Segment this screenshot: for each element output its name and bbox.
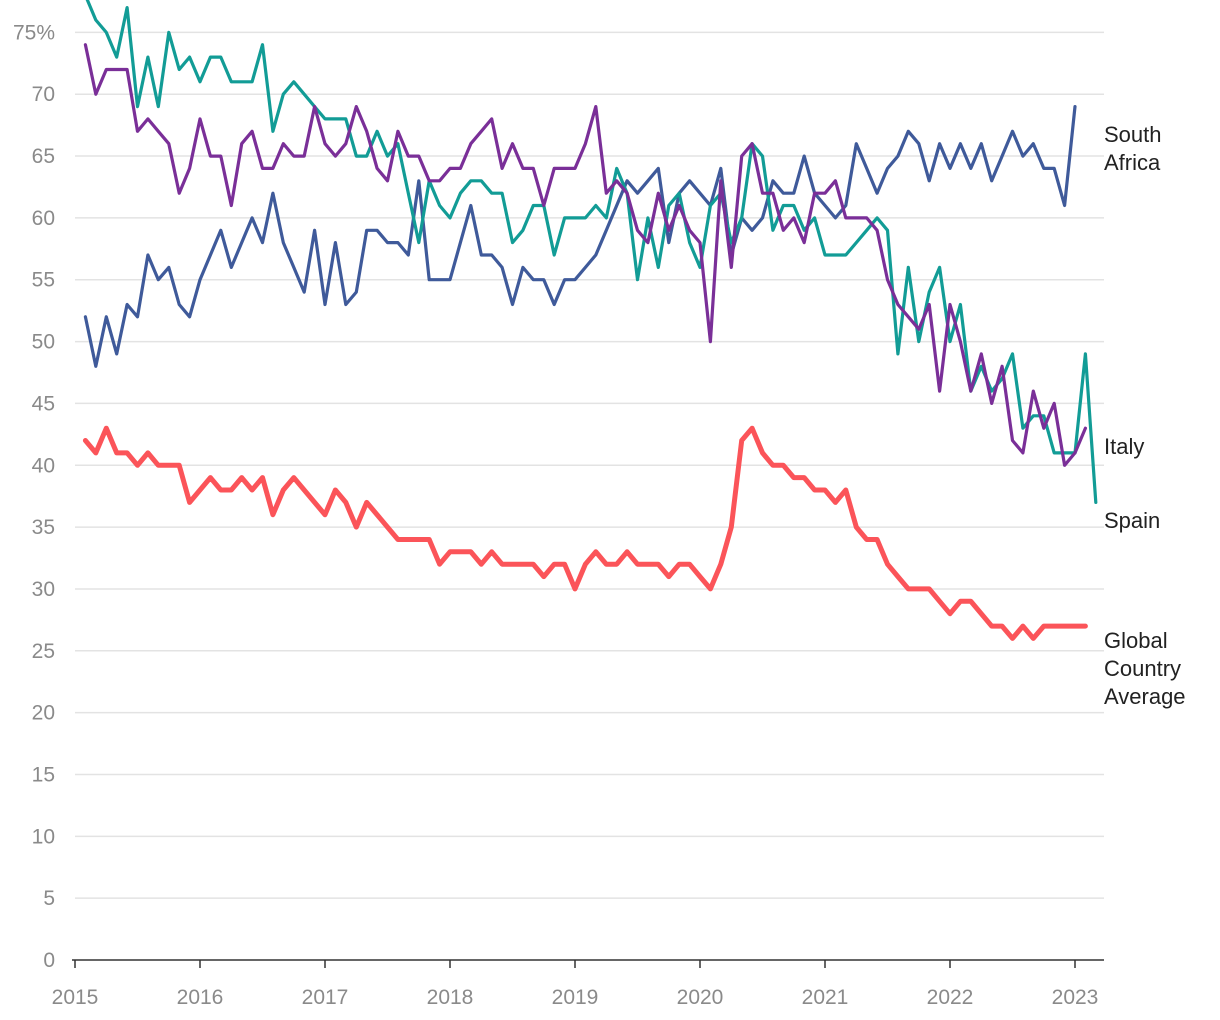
y-tick-label: 45 <box>32 392 55 415</box>
y-tick-label: 50 <box>32 331 55 354</box>
series-label-spain: Spain <box>1104 508 1160 533</box>
series-label-italy: Italy <box>1104 434 1144 459</box>
x-tick-label: 2022 <box>927 986 974 1009</box>
y-tick-label: 5 <box>43 887 55 910</box>
x-tick-label: 2019 <box>552 986 599 1009</box>
y-tick-label: 20 <box>32 702 55 725</box>
x-tick-label: 2023 <box>1052 986 1099 1009</box>
y-tick-label: 65 <box>32 145 55 168</box>
y-tick-label: 35 <box>32 516 55 539</box>
x-tick-label: 2016 <box>177 986 224 1009</box>
y-tick-label: 75% <box>13 21 55 44</box>
y-tick-label: 55 <box>32 269 55 292</box>
y-tick-label: 40 <box>32 454 55 477</box>
x-tick-label: 2015 <box>52 986 99 1009</box>
series-label-south-africa: South Africa <box>1104 122 1162 175</box>
series-labels: South Africa Spain Italy Global Country Averag… <box>1104 122 1186 709</box>
y-tick-label: 30 <box>32 578 55 601</box>
x-tick-label: 2020 <box>677 986 724 1009</box>
y-tick-label: 25 <box>32 640 55 663</box>
y-tick-label: 15 <box>32 763 55 786</box>
series-line-global-country-average <box>82 425 1088 641</box>
x-tick-label: 2021 <box>802 986 849 1009</box>
series-line-italy <box>83 43 1088 467</box>
series-line-south-africa <box>83 104 1077 368</box>
gridlines <box>75 31 1104 899</box>
y-tick-label: 10 <box>32 825 55 848</box>
y-tick-label: 70 <box>32 83 55 106</box>
series-label-global-country-average: Global Country Average <box>1104 628 1186 709</box>
x-axis: 2015 2016 2017 2018 2019 2020 2021 2022 2023 <box>52 959 1104 1009</box>
y-tick-label: 0 <box>43 949 55 972</box>
x-tick-label: 2018 <box>427 986 474 1009</box>
y-tick-label: 60 <box>32 207 55 230</box>
series-lines <box>82 0 1098 641</box>
y-axis: 0 5 10 15 20 25 30 35 40 45 50 55 60 65 70 75% <box>13 21 55 972</box>
x-tick-label: 2017 <box>302 986 349 1009</box>
series-line-spain <box>85 0 1098 504</box>
